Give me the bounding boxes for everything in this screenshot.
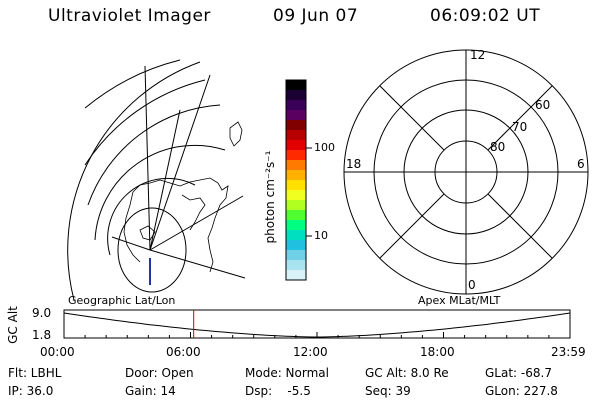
info-glat: GLat: -68.7 xyxy=(485,366,552,380)
info-ip: IP: 36.0 xyxy=(8,384,54,398)
colorbar-tick-100: 100 xyxy=(314,141,335,154)
mlt-label-6: 6 xyxy=(577,157,585,171)
colorbar-segment xyxy=(286,190,306,201)
colorbar-segment xyxy=(286,140,306,151)
info-gc-alt: GC Alt: 8.0 Re xyxy=(365,366,449,380)
timeline-xtick-2: 12:00 xyxy=(293,345,328,359)
colorbar-segment xyxy=(286,240,306,251)
timeline-xtick-1: 06:00 xyxy=(166,345,201,359)
colorbar-segment xyxy=(286,160,306,171)
time-label: 06:09:02 UT xyxy=(430,6,541,26)
colorbar-segment xyxy=(286,110,306,121)
info-glon: GLon: 227.8 xyxy=(485,384,558,398)
colorbar-segment xyxy=(286,200,306,211)
colorbar-segment xyxy=(286,230,306,241)
info-mode: Mode: Normal xyxy=(245,366,329,380)
colorbar-segment xyxy=(286,90,306,101)
colorbar-segment xyxy=(286,220,306,231)
colorbar-segment xyxy=(286,120,306,131)
apex-label: Apex MLat/MLT xyxy=(418,294,501,307)
mlt-label-12: 12 xyxy=(470,48,486,62)
info-filter: Flt: LBHL xyxy=(8,366,62,380)
colorbar-segment xyxy=(286,270,306,281)
lat-label-80: 80 xyxy=(490,140,506,154)
app-title: Ultraviolet Imager xyxy=(48,6,211,26)
timeline-xtick-0: 00:00 xyxy=(40,345,75,359)
timeline-xtick-4: 23:59 xyxy=(551,345,586,359)
colorbar-segment xyxy=(286,150,306,161)
timeline-xtick-3: 18:00 xyxy=(420,345,455,359)
lat-label-60: 60 xyxy=(535,98,551,112)
colorbar-segment xyxy=(286,170,306,181)
timeline-ytick-max: 9.0 xyxy=(32,306,52,320)
info-door: Door: Open xyxy=(125,366,194,380)
colorbar-segment xyxy=(286,100,306,111)
colorbar-segment xyxy=(286,250,306,261)
info-seq: Seq: 39 xyxy=(365,384,411,398)
info-dsp: Dsp: -5.5 xyxy=(245,384,311,398)
date-label: 09 Jun 07 xyxy=(273,6,359,26)
colorbar-segment xyxy=(286,130,306,141)
colorbar-segment xyxy=(286,210,306,221)
info-gain: Gain: 14 xyxy=(125,384,176,398)
mlt-label-0: 0 xyxy=(468,278,476,292)
colorbar-segment xyxy=(286,260,306,271)
lat-label-70: 70 xyxy=(512,120,528,134)
geographic-label: Geographic Lat/Lon xyxy=(68,294,176,307)
colorbar-segment xyxy=(286,80,306,91)
colorbar-segment xyxy=(286,180,306,191)
timeline-ylabel: GC Alt xyxy=(5,306,20,344)
mlt-label-18: 18 xyxy=(346,157,362,171)
timeline-ytick-min: 1.8 xyxy=(32,328,52,342)
colorbar-tick-10: 10 xyxy=(314,229,328,242)
